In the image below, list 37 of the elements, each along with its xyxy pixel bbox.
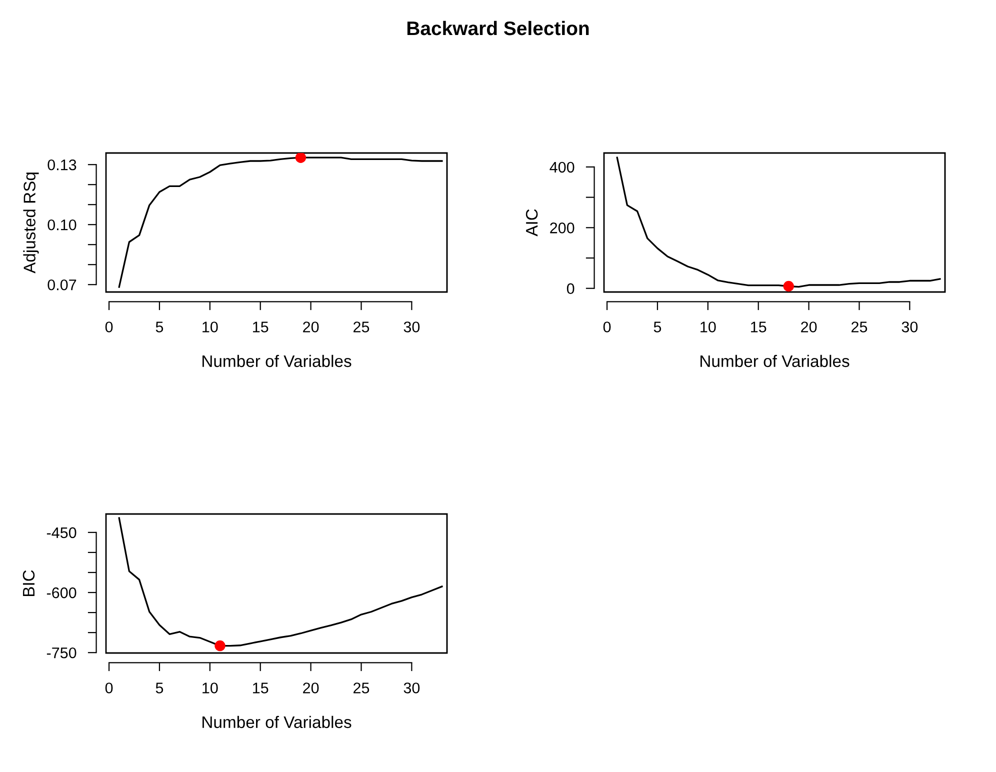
y-axis-title: AIC [526,209,538,236]
y-tick-label: 0 [566,283,574,294]
y-tick-label: 0.10 [48,219,76,230]
y-tick-label: 400 [550,162,574,173]
x-tick-label: 20 [801,322,817,332]
y-axis-title: BIC [22,570,35,596]
y-tick-label: -450 [46,527,76,538]
y-axis-title: Adjusted RSq [23,172,39,274]
x-tick-label: 0 [105,682,113,694]
y-tick-label: 0.07 [48,279,76,290]
x-tick-label: 0 [603,322,611,332]
x-tick-label: 5 [156,682,164,694]
x-tick-label: 20 [303,322,319,332]
text: Backward Selection [407,20,589,36]
y-tick-label: 0.13 [48,159,76,170]
x-tick-label: 15 [751,322,766,332]
x-tick-label: 30 [902,322,918,332]
x-tick-label: 5 [654,322,662,332]
x-tick-label: 25 [354,322,370,332]
x-tick-label: 10 [700,322,716,332]
y-tick-label: 200 [550,222,574,234]
x-axis-title: Number of Variables [700,354,850,368]
x-tick-label: 25 [852,322,868,332]
x-tick-label: 30 [404,322,420,332]
x-tick-label: 10 [202,682,218,694]
x-tick-label: 0 [105,322,113,332]
x-axis-title: Number of Variables [202,716,352,728]
x-tick-label: 15 [253,322,268,332]
x-tick-label: 15 [253,682,268,694]
x-tick-label: 25 [354,682,370,694]
y-tick-label: -600 [46,587,76,598]
x-tick-label: 20 [303,682,319,694]
x-tick-label: 5 [156,322,164,332]
x-axis-title: Number of Variables [202,354,352,368]
x-tick-label: 10 [202,322,218,332]
x-tick-label: 30 [404,682,420,694]
y-tick-label: -750 [46,647,76,658]
